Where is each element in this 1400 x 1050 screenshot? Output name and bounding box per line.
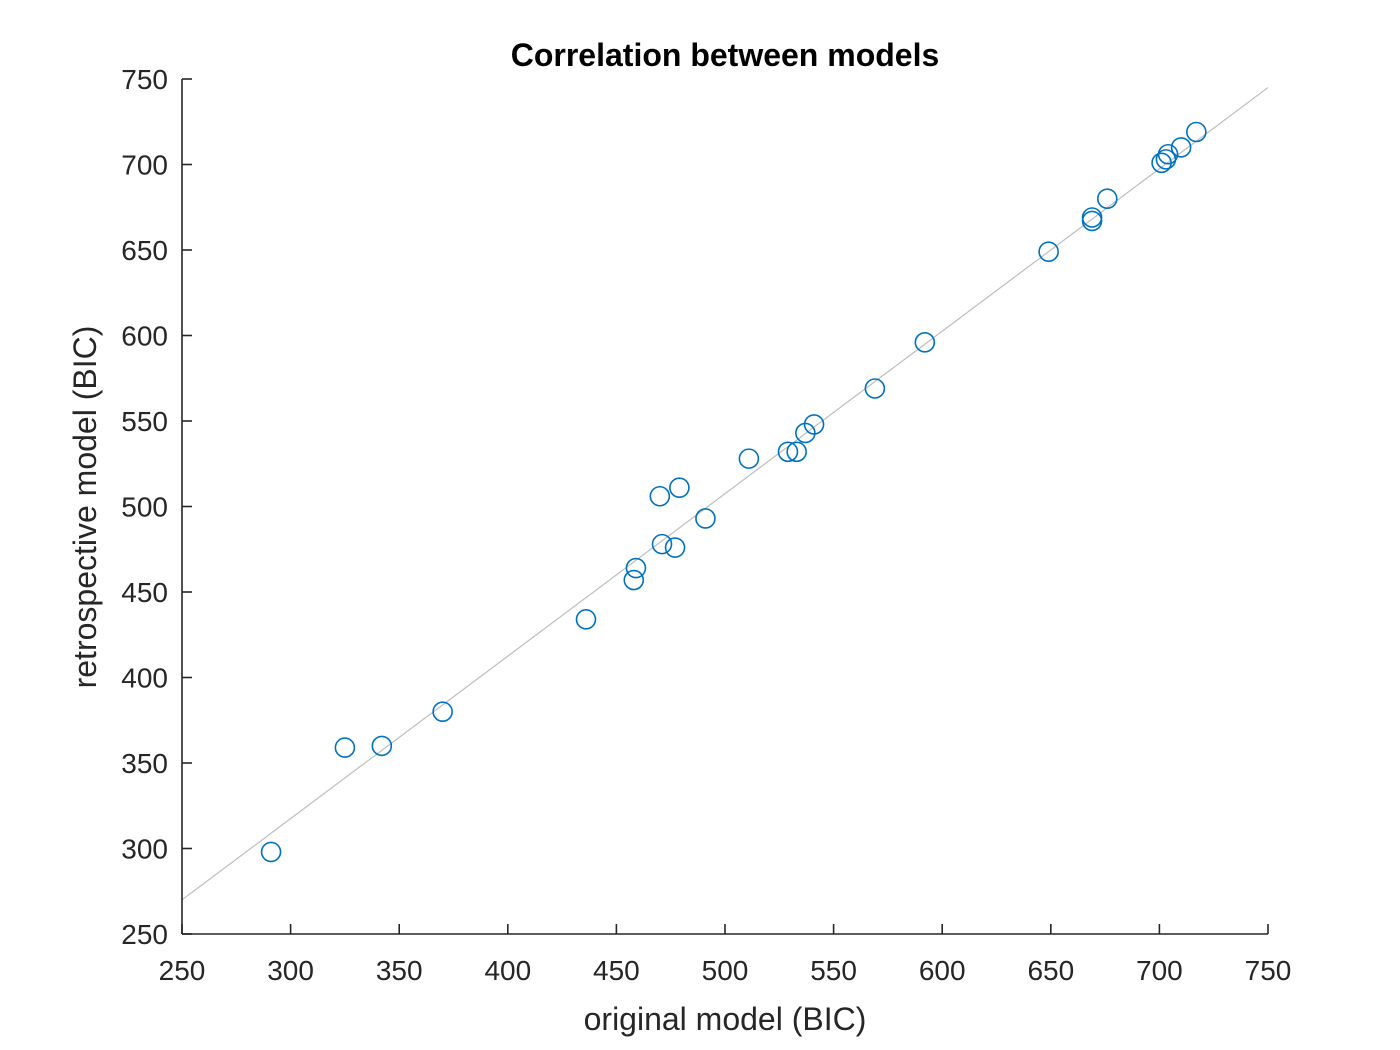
y-axis-ticks: 250 300 350 400 450 500 550 600 650 700 750 xyxy=(121,64,192,950)
data-point xyxy=(1038,241,1059,263)
data-point xyxy=(669,477,690,498)
data-point xyxy=(575,609,597,630)
x-tick-label: 650 xyxy=(1027,955,1074,986)
x-tick-label: 300 xyxy=(267,955,314,986)
x-tick-label: 400 xyxy=(484,955,531,986)
plot-area xyxy=(181,87,1269,901)
chart-title: Correlation between models xyxy=(511,37,940,73)
data-point xyxy=(260,841,282,863)
x-tick-label: 350 xyxy=(376,955,423,986)
data-point xyxy=(695,508,716,529)
data-point xyxy=(623,569,645,591)
y-tick-label: 250 xyxy=(121,919,168,950)
data-point xyxy=(803,414,825,435)
data-point xyxy=(738,448,760,469)
y-axis-label: retrospective model (BIC) xyxy=(67,326,103,689)
x-tick-label: 600 xyxy=(919,955,966,986)
identity-reference-line xyxy=(181,87,1269,901)
y-tick-label: 650 xyxy=(121,235,168,266)
y-tick-label: 300 xyxy=(121,834,168,865)
x-tick-label: 250 xyxy=(159,955,206,986)
y-tick-label: 550 xyxy=(121,406,168,437)
y-tick-label: 700 xyxy=(121,150,168,181)
axes: 250 300 350 400 450 500 550 600 650 700 750 250 300… xyxy=(121,64,1291,986)
x-axis-ticks: 250 300 350 400 450 500 550 600 650 700 750 xyxy=(159,924,1292,986)
data-point xyxy=(914,332,936,353)
y-tick-label: 500 xyxy=(121,492,168,523)
data-point xyxy=(432,701,453,723)
x-tick-label: 550 xyxy=(810,955,857,986)
x-tick-label: 450 xyxy=(593,955,640,986)
y-tick-label: 350 xyxy=(121,748,168,779)
data-points xyxy=(260,121,1207,863)
data-point xyxy=(1186,121,1207,143)
x-tick-label: 500 xyxy=(702,955,749,986)
data-point xyxy=(651,533,673,555)
y-tick-label: 450 xyxy=(121,577,168,608)
data-point xyxy=(625,557,647,579)
x-axis-label: original model (BIC) xyxy=(584,1001,867,1037)
x-tick-label: 700 xyxy=(1136,955,1183,986)
y-tick-label: 400 xyxy=(121,663,168,694)
data-point xyxy=(864,378,886,399)
data-point xyxy=(1157,143,1179,165)
data-point xyxy=(664,537,686,558)
data-point xyxy=(371,735,393,757)
data-point xyxy=(1096,188,1118,209)
data-point xyxy=(1170,137,1192,158)
x-tick-label: 750 xyxy=(1245,955,1292,986)
data-point xyxy=(649,485,671,507)
data-point xyxy=(334,737,356,758)
y-tick-label: 750 xyxy=(121,64,168,95)
y-tick-label: 600 xyxy=(121,321,168,352)
data-point xyxy=(1081,210,1103,232)
data-point xyxy=(786,441,807,463)
data-point xyxy=(777,441,799,463)
